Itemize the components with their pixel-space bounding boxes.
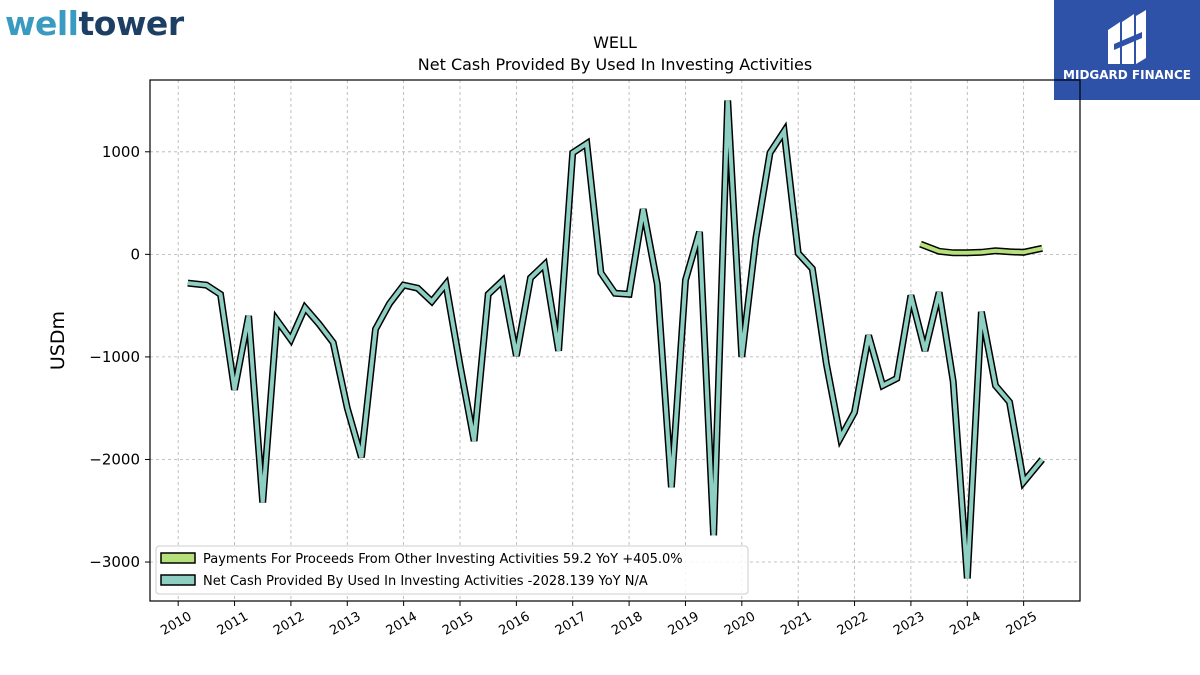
x-tick-label: 2010 bbox=[158, 609, 194, 639]
company-logo: welltower bbox=[5, 4, 184, 43]
legend-label-0: Payments For Proceeds From Other Investi… bbox=[203, 552, 683, 567]
x-tick-label: 2023 bbox=[891, 609, 927, 639]
y-tick-label: 1000 bbox=[102, 143, 140, 161]
y-tick-label: −3000 bbox=[89, 553, 140, 571]
x-tick-label: 2024 bbox=[947, 609, 983, 639]
x-tick-label: 2014 bbox=[384, 609, 420, 639]
x-tick-label: 2016 bbox=[497, 609, 533, 639]
chart-subtitle: Net Cash Provided By Used In Investing A… bbox=[417, 55, 813, 74]
x-tick-label: 2021 bbox=[778, 609, 814, 639]
series-line-1 bbox=[187, 100, 1044, 579]
chart-title: WELL bbox=[593, 33, 637, 52]
y-tick-label: −2000 bbox=[89, 450, 140, 468]
x-tick-label: 2020 bbox=[722, 609, 758, 639]
y-tick-label: 0 bbox=[130, 245, 140, 263]
partner-logo: MIDGARD FINANCE bbox=[1054, 0, 1200, 100]
y-axis-label: USDm bbox=[47, 311, 69, 370]
series-line-0 bbox=[919, 242, 1043, 255]
partner-name: MIDGARD FINANCE bbox=[1063, 68, 1191, 82]
legend-swatch-1 bbox=[160, 574, 196, 586]
x-tick-label: 2013 bbox=[327, 609, 363, 639]
x-tick-label: 2022 bbox=[835, 609, 871, 639]
y-tick-label: −1000 bbox=[89, 348, 140, 366]
x-tick-label: 2015 bbox=[440, 609, 476, 639]
x-tick-label: 2012 bbox=[271, 609, 307, 639]
chart-titles: WELL Net Cash Provided By Used In Invest… bbox=[150, 32, 1080, 76]
legend-label-1: Net Cash Provided By Used In Investing A… bbox=[203, 574, 648, 589]
x-tick-label: 2017 bbox=[553, 609, 589, 639]
x-tick-label: 2018 bbox=[609, 609, 645, 639]
x-tick-label: 2011 bbox=[215, 609, 251, 639]
legend-box bbox=[155, 545, 749, 595]
partner-mark-icon bbox=[1108, 10, 1146, 64]
legend-swatch-0 bbox=[160, 552, 196, 564]
series-outline-1 bbox=[187, 100, 1045, 579]
x-tick-label: 2019 bbox=[666, 609, 702, 639]
x-tick-label: 2025 bbox=[1004, 609, 1040, 639]
plot-frame bbox=[149, 79, 1081, 602]
